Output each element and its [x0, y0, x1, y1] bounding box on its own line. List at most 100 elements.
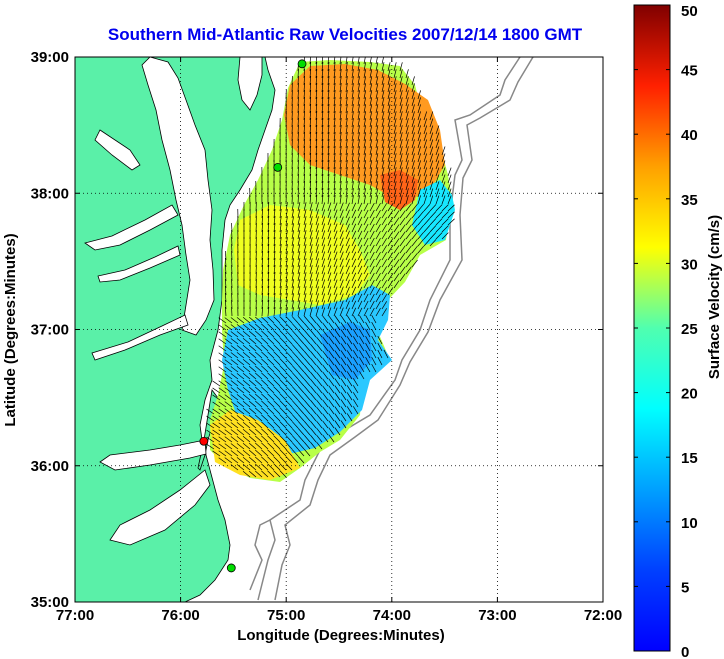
velocity-arrow — [371, 363, 377, 373]
velocity-arrow — [363, 146, 367, 156]
velocity-arrow — [417, 238, 425, 247]
velocity-arrow — [399, 104, 403, 114]
velocity-arrow — [279, 358, 287, 366]
velocity-arrow — [381, 217, 387, 226]
velocity-arrow — [423, 203, 431, 212]
velocity-arrow — [339, 167, 342, 177]
velocity-arrow — [303, 385, 311, 394]
velocity-arrow — [315, 209, 319, 219]
velocity-arrow — [255, 414, 263, 422]
velocity-arrow — [218, 408, 227, 415]
velocity-arrow — [375, 259, 381, 268]
velocity-arrow — [393, 132, 397, 142]
velocity-arrow — [387, 104, 391, 114]
velocity-arrow — [333, 174, 336, 184]
velocity-arrow — [291, 316, 299, 324]
velocity-arrow — [297, 455, 305, 464]
velocity-arrow — [333, 202, 338, 212]
velocity-arrow — [230, 380, 239, 387]
velocity-arrow — [315, 174, 318, 184]
velocity-arrow — [423, 210, 431, 219]
velocity-arrow — [435, 225, 443, 233]
velocity-arrow — [340, 364, 347, 373]
velocity-arrow — [327, 230, 332, 240]
velocity-arrow — [218, 366, 227, 373]
velocity-arrow — [333, 272, 338, 282]
chart-title: Southern Mid-Atlantic Raw Velocities 200… — [108, 25, 583, 44]
velocity-arrow — [381, 301, 387, 310]
velocity-arrow — [351, 160, 354, 170]
velocity-arrow — [303, 230, 307, 240]
velocity-arrow — [279, 230, 282, 240]
velocity-arrow — [322, 434, 329, 443]
velocity-arrow — [261, 365, 269, 373]
velocity-arrow — [333, 286, 338, 296]
velocity-arrow — [339, 181, 342, 191]
velocity-arrow — [375, 210, 381, 219]
velocity-arrow — [327, 132, 330, 142]
velocity-arrow — [357, 139, 360, 149]
velocity-arrow — [333, 76, 336, 86]
velocity-arrow — [230, 436, 239, 443]
velocity-arrow — [346, 357, 353, 366]
inland-water — [84, 57, 263, 546]
velocity-arrow — [339, 97, 342, 107]
velocity-arrow — [285, 400, 293, 408]
velocity-arrow — [248, 379, 257, 387]
velocity-arrow — [346, 371, 353, 380]
velocity-arrow — [363, 57, 366, 65]
velocity-arrow — [273, 393, 281, 401]
velocity-arrow — [224, 429, 233, 436]
velocity-arrow — [303, 293, 307, 303]
velocity-arrow — [261, 449, 269, 457]
velocity-arrow — [273, 456, 281, 464]
velocity-arrow — [303, 413, 311, 422]
velocity-arrow — [375, 146, 379, 156]
velocity-arrow — [248, 351, 257, 359]
velocity-arrow — [212, 422, 221, 429]
velocity-arrow — [327, 209, 332, 219]
velocity-arrow — [321, 90, 324, 100]
velocity-arrow — [261, 323, 269, 331]
velocity-arrow — [375, 167, 379, 177]
velocity-arrow — [261, 236, 263, 247]
velocity-arrow — [381, 287, 387, 296]
velocity-arrow — [351, 57, 354, 65]
velocity-arrow — [363, 69, 367, 79]
velocity-arrow — [297, 336, 305, 345]
velocity-arrow — [273, 316, 281, 324]
velocity-arrow — [310, 434, 317, 443]
velocity-arrow — [345, 202, 350, 212]
velocity-arrow — [393, 217, 400, 226]
velocity-arrow — [242, 372, 251, 380]
velocity-arrow — [261, 407, 269, 415]
velocity-arrow — [411, 83, 415, 93]
velocity-arrow — [423, 188, 428, 198]
velocity-arrow — [405, 231, 412, 240]
velocity-arrow — [291, 300, 295, 310]
velocity-arrow — [405, 132, 409, 142]
velocity-arrow — [279, 351, 287, 359]
velocity-arrow — [322, 371, 329, 380]
velocity-arrow — [351, 258, 357, 268]
velocity-arrow — [279, 414, 287, 422]
velocity-arrow — [236, 338, 245, 345]
velocity-arrow — [206, 415, 215, 422]
velocity-arrow — [236, 394, 245, 401]
velocity-arrow — [405, 90, 409, 100]
velocity-arrow — [359, 364, 365, 373]
velocity-arrow — [345, 132, 348, 142]
velocity-arrow — [328, 392, 335, 401]
velocity-arrow — [321, 69, 324, 79]
velocity-arrow — [242, 463, 251, 471]
velocity-arrow — [285, 279, 288, 289]
x-axis-label: Longitude (Degrees:Minutes) — [237, 627, 445, 644]
velocity-arrow — [369, 237, 375, 247]
velocity-arrow — [339, 57, 342, 65]
velocity-arrow — [236, 387, 245, 394]
velocity-arrow — [340, 350, 347, 359]
velocity-arrow — [351, 307, 357, 317]
velocity-arrow — [315, 244, 319, 254]
velocity-arrow — [273, 216, 276, 226]
velocity-arrow — [351, 62, 354, 72]
